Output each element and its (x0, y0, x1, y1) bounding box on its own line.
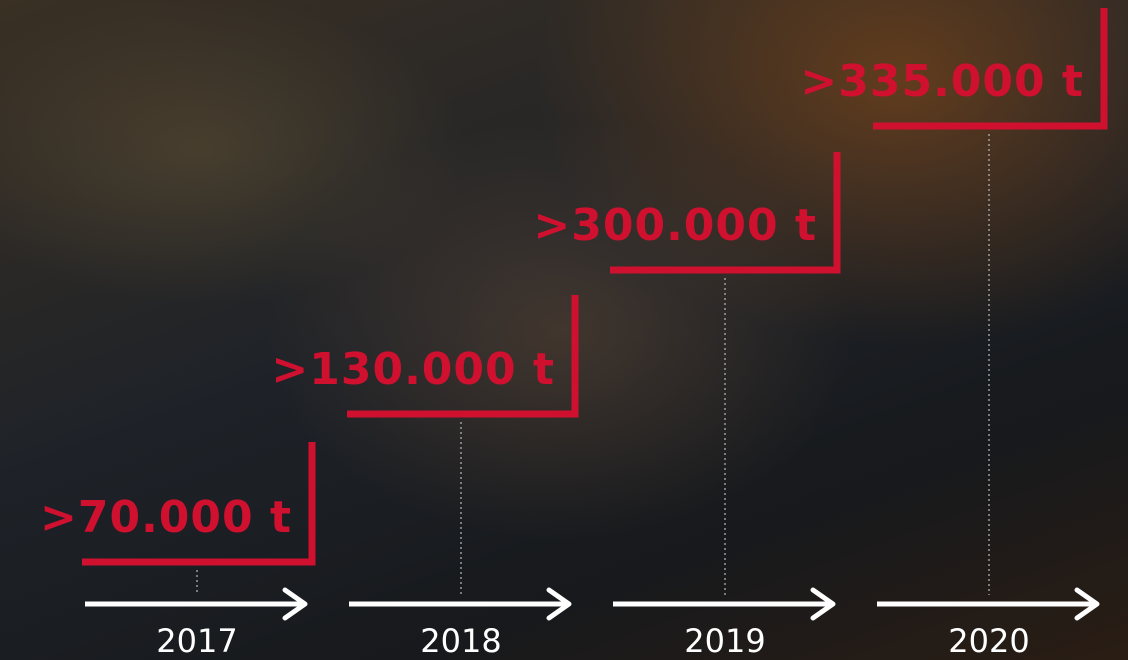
year-label: 2018 (420, 622, 501, 660)
step-amount: >130.000 t (271, 344, 555, 395)
step-amount: >335.000 t (800, 56, 1084, 107)
year-label: 2019 (684, 622, 765, 660)
timeline: >70.000 t 2017 >130.000 t 2018 >300.000 t 201… (0, 0, 1128, 660)
year-label: 2020 (948, 622, 1029, 660)
step-amount: >70.000 t (40, 492, 292, 543)
year-label: 2017 (156, 622, 237, 660)
infographic: >70.000 t 2017 >130.000 t 2018 >300.000 t 201… (0, 0, 1128, 660)
step-amount: >300.000 t (533, 200, 817, 251)
